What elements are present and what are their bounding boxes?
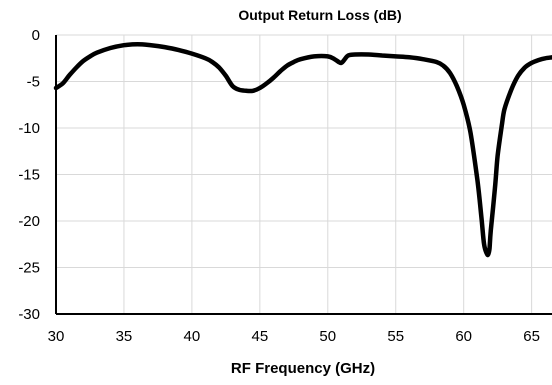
y-tick-label: -25 <box>18 260 40 277</box>
x-tick-label: 40 <box>184 328 201 345</box>
grid <box>55 34 552 315</box>
y-tick-label: -30 <box>18 306 40 323</box>
y-tick-label: 0 <box>32 27 40 44</box>
x-axis-ticks: 30 35 40 45 50 55 60 65 <box>48 328 540 345</box>
plot-area <box>53 35 552 315</box>
x-tick-label: 45 <box>251 328 268 345</box>
x-tick-label: 35 <box>116 328 133 345</box>
x-axis-label: RF Frequency (GHz) <box>231 360 375 377</box>
x-tick-label: 55 <box>387 328 404 345</box>
y-axis-ticks: 0 -5 -10 -15 -20 -25 -30 <box>18 27 40 323</box>
series-line <box>53 42 552 258</box>
y-tick-label: -15 <box>18 167 40 184</box>
x-tick-label: 60 <box>455 328 472 345</box>
chart-title: Output Return Loss (dB) <box>238 7 401 23</box>
y-tick-label: -10 <box>18 120 40 137</box>
x-tick-label: 50 <box>319 328 336 345</box>
x-tick-label: 65 <box>523 328 540 345</box>
x-tick-label: 30 <box>48 328 65 345</box>
y-tick-label: -5 <box>27 74 40 91</box>
y-tick-label: -20 <box>18 213 40 230</box>
